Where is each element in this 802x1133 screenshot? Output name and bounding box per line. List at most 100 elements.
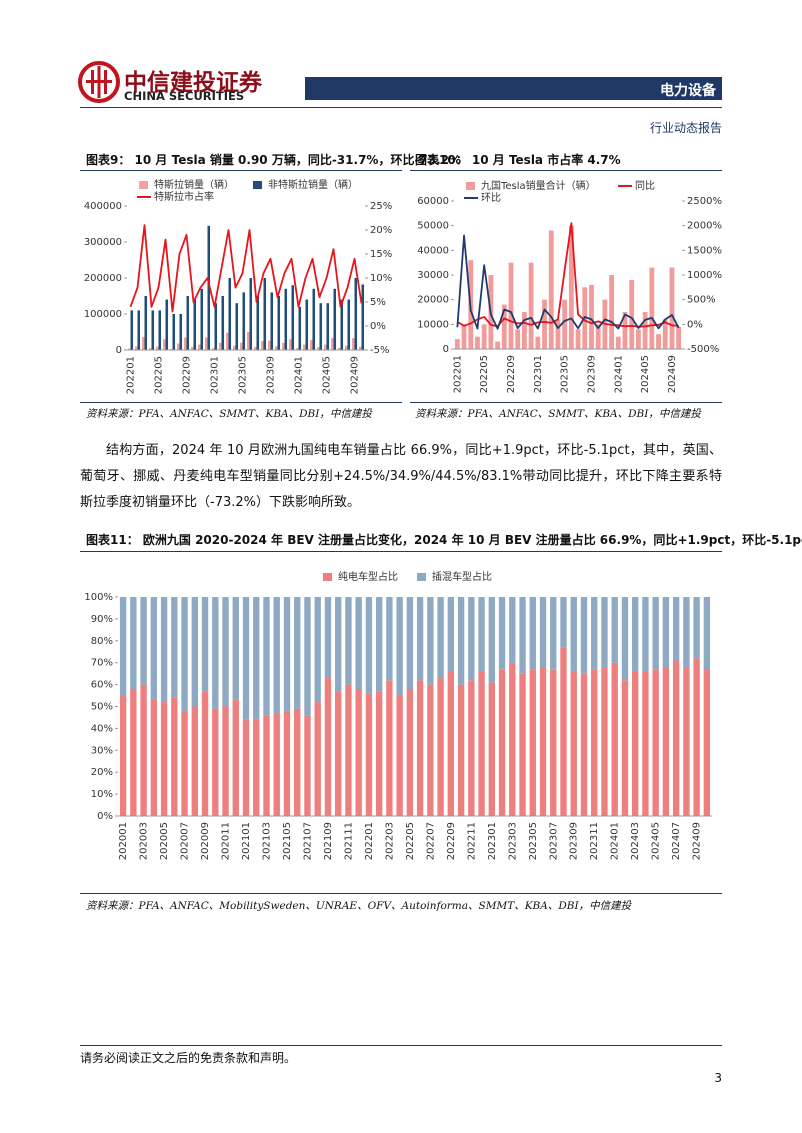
x-tick-label: 202409: [667, 355, 678, 393]
bar: [151, 310, 155, 350]
bar-segment: [222, 597, 229, 707]
bar-segment: [591, 597, 598, 670]
bar: [193, 299, 197, 350]
bar: [649, 267, 655, 349]
x-tick-label: 202401: [610, 822, 621, 860]
y-tick-label: 300000: [84, 237, 122, 248]
bar: [162, 339, 166, 350]
legend-label: 纯电车型占比: [338, 570, 398, 583]
figure-caption: 10 月 Tesla 销量 0.90 万辆，同比-31.7%，环比-73.2%: [134, 153, 462, 167]
x-tick-label: 202405: [640, 355, 651, 393]
x-tick-label: 202205: [154, 356, 165, 394]
bar: [302, 344, 306, 350]
x-tick-label: 202409: [350, 356, 361, 394]
x-tick-label: 202301: [487, 822, 498, 860]
bar: [298, 306, 302, 350]
x-tick-label: 202309: [266, 356, 277, 394]
bar-segment: [662, 597, 670, 668]
y-tick-label: 50%: [91, 702, 113, 713]
bar-segment: [396, 597, 403, 696]
bar-segment: [375, 691, 383, 816]
bar: [555, 319, 561, 349]
bar-segment: [294, 708, 301, 816]
bar: [351, 338, 355, 350]
x-tick-label: 202309: [586, 355, 597, 393]
y-tick-label: 100000: [84, 309, 122, 320]
bar: [190, 347, 194, 350]
bar: [263, 278, 267, 350]
bar-segment: [416, 597, 424, 681]
y-tick-label: 400000: [84, 201, 122, 212]
y-tick-label: 90%: [91, 614, 113, 625]
bar: [305, 299, 309, 350]
bar: [595, 324, 601, 349]
x-tick-label: 202405: [651, 822, 662, 860]
bar-segment: [406, 688, 414, 816]
legend-symbol: [417, 573, 426, 581]
x-tick-label: 202301: [533, 355, 544, 393]
y-tick-label: 15%: [370, 249, 392, 260]
y-tick-label: 25%: [370, 201, 392, 212]
bar: [218, 342, 222, 350]
header-bar: [305, 77, 722, 100]
bar-segment: [632, 671, 639, 816]
bar: [629, 279, 635, 349]
bar-segment: [570, 597, 577, 672]
bar-segment: [611, 662, 618, 816]
rule: [410, 170, 722, 171]
x-tick-label: 202109: [323, 822, 334, 860]
bar: [354, 278, 358, 350]
bar-segment: [550, 597, 557, 670]
bar-segment: [468, 680, 475, 816]
source: 资料来源：PFA、ANFAC、MobilitySweden、UNRAE、OFV、…: [86, 900, 632, 912]
bar: [225, 332, 229, 350]
bar-segment: [130, 688, 137, 816]
company-name-en: CHINA SECURITIES: [124, 89, 245, 103]
bar-segment: [570, 671, 577, 816]
bar-segment: [119, 597, 127, 696]
bar-segment: [212, 597, 219, 709]
bar: [295, 348, 299, 350]
bar-segment: [335, 691, 342, 816]
bar-segment: [253, 719, 260, 816]
bar-segment: [447, 671, 455, 816]
x-tick-label: 202305: [560, 355, 571, 393]
bar: [253, 347, 257, 350]
bar-segment: [621, 597, 629, 681]
bar-segment: [498, 597, 506, 670]
bar-segment: [201, 597, 209, 692]
bar: [235, 303, 239, 350]
figure-label: 图表10：: [415, 153, 468, 167]
bar: [676, 326, 682, 349]
bar-segment: [242, 719, 250, 816]
bar: [312, 288, 316, 350]
bar-segment: [642, 597, 649, 672]
bar-segment: [529, 669, 536, 816]
bar-segment: [150, 699, 158, 816]
bar-segment: [488, 597, 495, 683]
legend-symbol: [466, 182, 475, 190]
bar: [323, 344, 327, 350]
y-tick-label: 2500%: [687, 196, 722, 207]
x-tick-label: 202101: [241, 822, 252, 860]
rule: [80, 402, 402, 403]
bar-segment: [232, 699, 239, 816]
bar-segment: [427, 597, 434, 685]
y-tick-label: 40000: [417, 245, 449, 256]
x-tick-label: 202407: [671, 822, 682, 860]
bar: [274, 346, 278, 350]
x-tick-label: 202103: [262, 822, 273, 860]
x-tick-label: 202001: [118, 822, 129, 860]
x-tick-label: 202303: [507, 822, 518, 860]
bar: [521, 312, 527, 349]
bar: [358, 346, 362, 350]
bar-segment: [437, 678, 444, 816]
y-tick-label: 1000%: [687, 270, 722, 281]
x-tick-label: 202205: [405, 822, 416, 860]
bar-segment: [601, 597, 608, 668]
bar-segment: [314, 702, 321, 816]
figure-title: 图表9： 10 月 Tesla 销量 0.90 万辆，同比-31.7%，环比-7…: [86, 151, 461, 168]
bar-segment: [539, 667, 547, 816]
bar: [662, 319, 668, 349]
bar: [144, 296, 148, 350]
